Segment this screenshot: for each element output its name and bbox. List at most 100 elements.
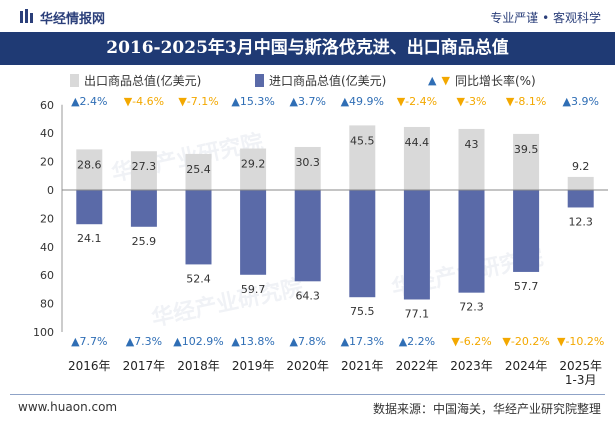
- export-value-label: 29.2: [241, 158, 266, 171]
- footer-website: www.huaon.com: [18, 400, 118, 414]
- export-value-label: 39.5: [514, 143, 539, 156]
- x-tick-label: 2023年: [450, 359, 493, 373]
- triangle-up-icon: ▲: [428, 74, 437, 87]
- export-growth-label: ▲2.4%: [71, 95, 107, 108]
- import-bar: [349, 190, 376, 298]
- import-bar: [240, 190, 267, 275]
- import-growth-label: ▲7.8%: [289, 335, 325, 348]
- export-bar: [458, 128, 485, 190]
- y-tick-label: 0: [47, 184, 54, 197]
- legend-item-growth: ▲ ▼ 同比增长率(%): [428, 72, 536, 89]
- x-tick-label: 2025年: [559, 359, 602, 373]
- import-growth-label: ▲13.8%: [231, 335, 274, 348]
- export-bar: [513, 133, 540, 190]
- x-tick-label: 2017年: [123, 359, 166, 373]
- x-tick-label: 2022年: [396, 359, 439, 373]
- brand-logo-icon: [20, 8, 34, 27]
- export-value-label: 44.4: [405, 136, 430, 149]
- import-value-label: 72.3: [459, 301, 484, 314]
- import-bar: [294, 190, 321, 282]
- export-bar: [185, 153, 212, 190]
- y-tick-label: 60: [40, 269, 54, 282]
- import-growth-label: ▲2.2%: [399, 335, 435, 348]
- chart: 60 40 20 0 20 40 60 80 100 28.6 24.1 ▲2.4% ▲7.7% 2016…: [33, 95, 608, 387]
- export-growth-label: ▲49.9%: [341, 95, 384, 108]
- title-band: 2016-2025年3月中国与斯洛伐克进、出口商品总值: [0, 32, 615, 65]
- legend-label-growth: 同比增长率(%): [454, 74, 536, 88]
- import-value-label: 59.7: [241, 283, 266, 296]
- import-bar: [185, 190, 212, 265]
- brand: 华经情报网: [20, 8, 105, 27]
- x-tick-label: 2018年: [177, 359, 220, 373]
- export-value-label: 43: [465, 138, 479, 151]
- export-growth-label: ▼-2.4%: [397, 95, 437, 108]
- import-value-label: 12.3: [568, 215, 593, 228]
- export-bar: [349, 125, 376, 190]
- export-growth-label: ▼-3%: [457, 95, 487, 108]
- import-growth-label: ▼-6.2%: [451, 335, 491, 348]
- x-tick-label: 2019年: [232, 359, 275, 373]
- export-value-label: 9.2: [572, 160, 590, 173]
- legend-swatch-import: [255, 74, 264, 87]
- import-bar: [567, 190, 594, 208]
- legend: 出口商品总值(亿美元) 进口商品总值(亿美元) ▲ ▼ 同比增长率(%): [0, 68, 615, 90]
- import-growth-label: ▼-20.2%: [502, 335, 549, 348]
- y-tick-label: 40: [40, 241, 54, 254]
- x-tick-label: 2016年: [68, 359, 111, 373]
- import-growth-label: ▲7.3%: [126, 335, 162, 348]
- x-tick-label: 2021年: [341, 359, 384, 373]
- export-bar: [76, 149, 103, 190]
- top-bar: 华经情报网 专业严谨 • 客观科学: [0, 0, 615, 32]
- import-value-label: 57.7: [514, 280, 539, 293]
- export-value-label: 25.4: [186, 163, 211, 176]
- export-growth-label: ▼-4.6%: [124, 95, 164, 108]
- export-value-label: 45.5: [350, 134, 375, 147]
- triangle-down-icon: ▼: [441, 74, 450, 87]
- import-growth-label: ▲17.3%: [341, 335, 384, 348]
- export-growth-label: ▲3.7%: [289, 95, 325, 108]
- footer-divider: [10, 394, 605, 395]
- x-tick-label: 1-3月: [565, 373, 597, 387]
- legend-item-import: 进口商品总值(亿美元): [255, 72, 386, 89]
- export-growth-label: ▲15.3%: [231, 95, 274, 108]
- import-bar: [403, 190, 430, 300]
- y-tick-label: 20: [40, 156, 54, 169]
- import-growth-label: ▼-10.2%: [557, 335, 604, 348]
- export-bar: [294, 146, 321, 190]
- import-growth-label: ▲7.7%: [71, 335, 107, 348]
- export-value-label: 30.3: [295, 156, 320, 169]
- export-value-label: 28.6: [77, 158, 102, 171]
- export-bar: [567, 176, 594, 190]
- chart-title: 2016-2025年3月中国与斯洛伐克进、出口商品总值: [106, 38, 509, 58]
- legend-label-import: 进口商品总值(亿美元): [269, 74, 387, 88]
- x-tick-label: 2020年: [286, 359, 329, 373]
- legend-swatch-export: [70, 74, 79, 87]
- import-growth-label: ▲102.9%: [173, 335, 223, 348]
- brand-name: 华经情报网: [40, 12, 106, 27]
- import-value-label: 25.9: [132, 235, 157, 248]
- export-growth-label: ▼-7.1%: [178, 95, 218, 108]
- y-tick-label: 80: [40, 298, 54, 311]
- import-value-label: 52.4: [186, 272, 211, 285]
- import-bar: [458, 190, 485, 293]
- export-bar: [240, 148, 267, 190]
- footer-source: 数据来源：中国海关，华经产业研究院整理: [372, 402, 601, 416]
- import-bar: [130, 190, 157, 227]
- import-value-label: 75.5: [350, 305, 375, 318]
- tagline: 专业严谨 • 客观科学: [490, 11, 601, 25]
- export-value-label: 27.3: [132, 160, 157, 173]
- import-value-label: 64.3: [295, 289, 320, 302]
- legend-label-export: 出口商品总值(亿美元): [84, 74, 202, 88]
- import-bar: [513, 190, 540, 272]
- x-tick-label: 2024年: [505, 359, 548, 373]
- export-growth-label: ▲3.9%: [562, 95, 598, 108]
- export-bar: [403, 126, 430, 190]
- y-tick-label: 40: [40, 127, 54, 140]
- y-tick-label: 60: [40, 99, 54, 112]
- legend-item-export: 出口商品总值(亿美元): [70, 72, 201, 89]
- export-growth-label: ▼-8.1%: [506, 95, 546, 108]
- y-tick-label: 20: [40, 212, 54, 225]
- y-tick-label: 100: [33, 326, 54, 339]
- export-bar: [130, 151, 157, 190]
